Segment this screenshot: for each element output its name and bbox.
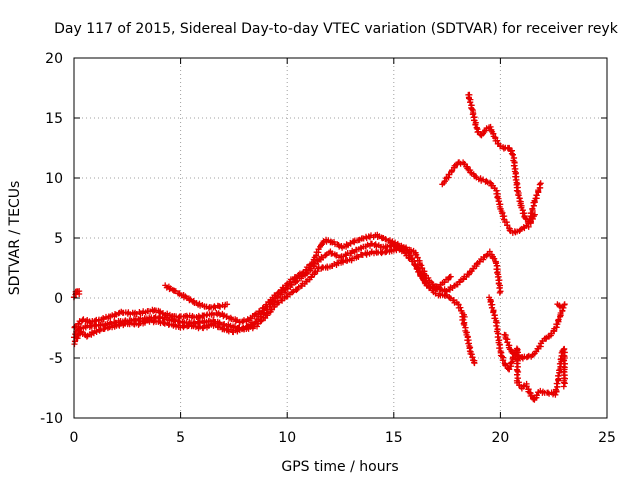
data-point <box>76 291 83 297</box>
plot-frame <box>73 57 608 419</box>
data-point <box>378 250 385 257</box>
data-point <box>495 198 502 205</box>
data-point <box>216 303 223 310</box>
data-point <box>447 273 454 280</box>
data-point <box>496 289 503 296</box>
series-2 <box>71 231 454 331</box>
y-tick-label: 10 <box>45 171 63 187</box>
data-point <box>513 360 520 367</box>
data-point <box>515 192 522 199</box>
series-1 <box>71 240 468 348</box>
x-tick-label: 25 <box>598 430 616 446</box>
data-point <box>467 99 473 106</box>
data-point <box>314 268 321 275</box>
data-point <box>499 353 505 360</box>
data-point <box>457 304 464 311</box>
data-point <box>560 304 567 311</box>
data-point <box>466 95 472 102</box>
data-point <box>483 178 490 185</box>
data-point <box>252 319 259 326</box>
data-point <box>476 258 483 265</box>
x-tick-label: 5 <box>176 430 185 446</box>
data-point <box>494 194 501 201</box>
data-point <box>505 366 512 373</box>
data-point <box>425 274 432 281</box>
data-point <box>289 289 296 296</box>
data-point <box>308 260 315 267</box>
data-point <box>493 322 500 329</box>
data-point <box>561 380 568 387</box>
axis-ticks: 0 5 10 15 20 25 -10 -5 0 5 10 15 20 <box>40 51 616 446</box>
data-point <box>537 180 544 187</box>
data-point <box>536 181 543 188</box>
data-point <box>141 318 147 325</box>
y-tick-label: 0 <box>54 291 63 307</box>
x-tick-label: 20 <box>491 430 509 446</box>
data-point <box>515 369 522 375</box>
data-point <box>506 227 513 234</box>
data-point <box>468 106 475 112</box>
data-point <box>72 338 78 345</box>
x-tick-label: 10 <box>278 430 296 446</box>
x-tick-label: 15 <box>385 430 403 446</box>
data-point <box>560 346 567 353</box>
data-point <box>275 289 282 296</box>
data-point <box>166 286 173 293</box>
data-point <box>322 252 329 259</box>
data-point <box>309 259 316 266</box>
data-point <box>510 151 516 158</box>
data-point <box>556 367 563 374</box>
data-point <box>244 323 251 330</box>
data-point <box>186 297 193 304</box>
x-axis-label: GPS time / hours <box>281 459 398 475</box>
data-point <box>561 301 568 308</box>
series-7 <box>459 294 568 403</box>
data-marks <box>70 91 568 403</box>
data-point <box>555 373 562 379</box>
series-4 <box>162 282 231 312</box>
data-point <box>473 261 480 268</box>
data-point <box>469 354 476 361</box>
data-point <box>508 150 515 157</box>
y-tick-label: 15 <box>45 111 63 127</box>
data-point <box>487 179 494 186</box>
data-point <box>471 360 478 367</box>
data-point <box>224 301 231 308</box>
data-point <box>412 251 419 258</box>
y-tick-label: 5 <box>54 231 63 247</box>
y-axis-label: SDTVAR / TECUs <box>7 181 23 296</box>
data-point <box>477 131 484 138</box>
y-tick-label: 20 <box>45 51 63 67</box>
grid-lines <box>74 58 607 418</box>
data-point <box>308 274 315 281</box>
data-point <box>557 303 564 310</box>
x-tick-label: 0 <box>70 430 79 446</box>
y-tick-label: -10 <box>40 411 63 427</box>
y-tick-label: -5 <box>49 351 63 367</box>
data-point <box>504 339 511 346</box>
series-6 <box>465 91 538 227</box>
data-point <box>251 311 258 318</box>
chart-title: Day 117 of 2015, Sidereal Day-to-day VTE… <box>54 21 619 37</box>
data-point <box>560 383 567 390</box>
data-point <box>531 211 538 218</box>
data-point <box>522 215 529 222</box>
data-point <box>508 359 515 366</box>
data-point <box>405 249 412 256</box>
data-point <box>500 357 507 364</box>
data-point <box>552 391 559 398</box>
data-point <box>554 380 561 387</box>
